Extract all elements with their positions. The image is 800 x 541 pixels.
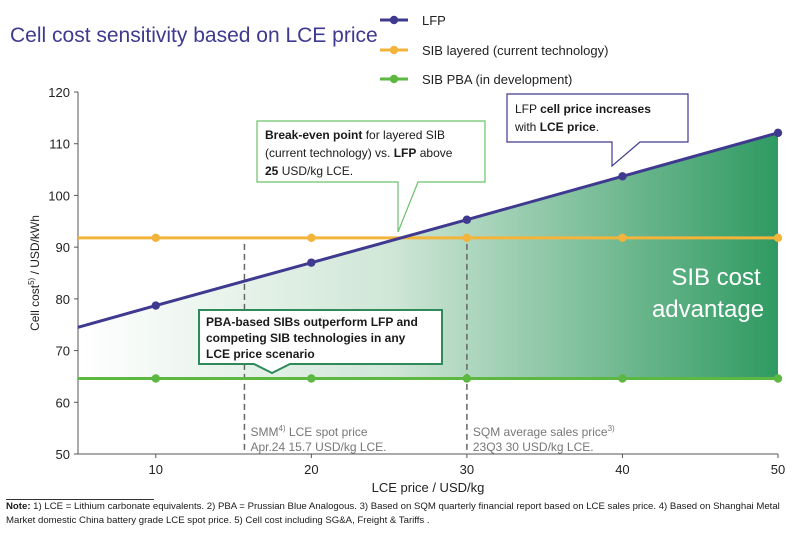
x-axis-title: LCE price / USD/kg (372, 480, 485, 495)
lfp-point (307, 258, 316, 267)
y-axis-title-part: Cell cost (28, 284, 42, 331)
legend-marker (389, 45, 399, 55)
sib-layered-point (773, 233, 783, 243)
reference-label-part: LCE spot price (286, 425, 368, 439)
x-tick-label: 20 (304, 462, 318, 477)
footnote-label: Note: (6, 501, 31, 512)
lfp-callout-box (506, 93, 689, 168)
y-tick-label: 80 (56, 292, 70, 307)
y-tick-label: 110 (49, 137, 70, 152)
y-tick-label: 120 (48, 85, 70, 100)
y-tick-label: 90 (56, 240, 70, 255)
reference-label-part: 4) (278, 424, 285, 433)
lfp-callout-text: LFP cell price increases with LCE price. (514, 102, 651, 134)
x-tick-label: 10 (149, 462, 163, 477)
callout-text-segment: . (596, 120, 599, 134)
sib-pba-point (462, 374, 472, 383)
callout-text-segment: PBA-based SIBs outperform LFP and (206, 315, 418, 329)
callout-text-segment: with (514, 120, 540, 134)
callout-text-segment: cell price increases (540, 102, 651, 116)
lfp-point (462, 215, 472, 224)
region-label-line2: advantage (652, 296, 764, 323)
sib-layered-point (462, 233, 472, 243)
y-axis-title-part: / USD/kWh (28, 215, 42, 278)
breakeven-callout-text: Break-even point for layered SIB (current… (265, 128, 453, 178)
sib-pba-point (151, 374, 160, 383)
reference-label-line2: Apr.24 15.7 USD/kg LCE. (250, 440, 386, 454)
callout-text-segment: 25 (265, 164, 279, 178)
y-tick-label: 60 (56, 395, 70, 410)
callout-text-segment: above (416, 146, 452, 160)
note-divider (6, 499, 154, 500)
lfp-point (773, 128, 783, 138)
legend-label: SIB layered (current technology) (422, 43, 608, 58)
breakeven-callout-box (256, 120, 486, 233)
reference-label-part: SMM (250, 425, 278, 439)
legend-label: SIB PBA (in development) (422, 72, 572, 87)
callout-text-segment: LCE price (540, 120, 596, 134)
callout-text-segment: competing SIB technologies in any (206, 331, 406, 345)
reference-label-part: 3) (608, 424, 615, 433)
x-tick-label: 50 (771, 462, 785, 477)
callout-text-segment: LFP (515, 102, 540, 116)
region-label-line1: SIB cost (671, 264, 761, 291)
sib-pba-point (618, 374, 627, 383)
legend-label: LFP (422, 13, 446, 28)
y-tick-label: 70 (56, 344, 70, 359)
chart-title: Cell cost sensitivity based on LCE price (10, 24, 378, 47)
reference-label-line2: 23Q3 30 USD/kg LCE. (473, 440, 594, 454)
lfp-line (77, 131, 779, 329)
y-axis-title-part: 5) (27, 277, 36, 284)
footnote-text: 1) LCE = Lithium carbonate equivalents. … (6, 501, 780, 526)
callout-text-segment: USD/kg LCE. (278, 164, 353, 178)
sib-pba-point (773, 374, 783, 383)
legend-marker (389, 74, 399, 84)
callout-text-segment: Break-even point (265, 128, 362, 142)
pba-callout-box (198, 309, 443, 375)
x-tick-label: 40 (615, 462, 629, 477)
reference-label: SMM4) LCE spot price (250, 424, 367, 439)
callout-text-segment: for layered SIB (362, 128, 445, 142)
sib-layered-point (307, 233, 316, 243)
sib-pba-point (307, 374, 316, 383)
callout-text-segment: LCE price scenario (206, 347, 315, 361)
callout-text-segment: LFP (394, 146, 417, 160)
y-tick-label: 50 (56, 447, 70, 462)
lfp-point (151, 301, 160, 310)
reference-label-part: SQM average sales price (473, 425, 608, 439)
legend-marker (389, 15, 399, 25)
reference-label: SQM average sales price3) (473, 424, 615, 439)
lfp-point (618, 172, 627, 181)
sib-layered-point (151, 233, 160, 243)
x-tick-label: 30 (460, 462, 474, 477)
y-axis-title: Cell cost5) / USD/kWh (27, 215, 42, 331)
callout-text-segment: (current technology) vs. (265, 146, 394, 160)
pba-callout-text: PBA-based SIBs outperform LFP and competi… (206, 315, 418, 361)
y-tick-label: 100 (48, 188, 70, 203)
footnotes: Note: 1) LCE = Lithium carbonate equival… (6, 500, 794, 528)
sib-layered-point (618, 233, 627, 243)
